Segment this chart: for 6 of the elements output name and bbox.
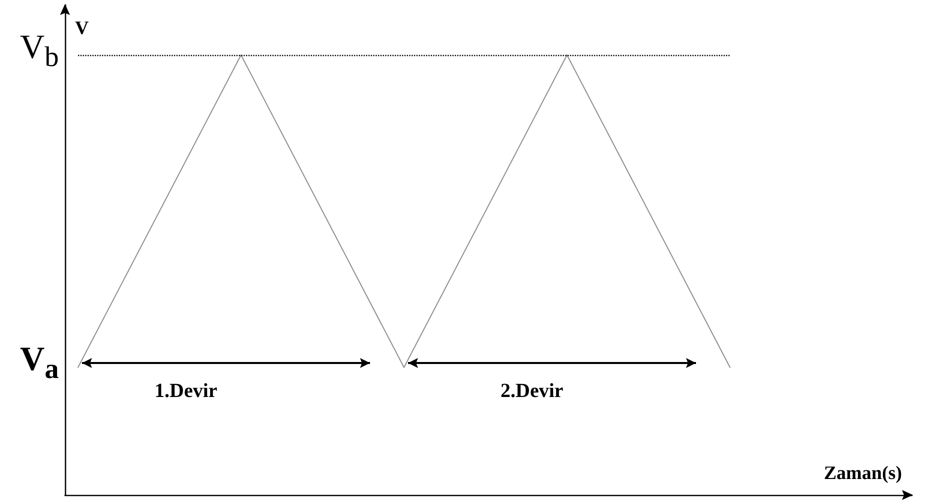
ref-line-label: V$_{b}$ <box>20 28 59 74</box>
x-axis-title: Zaman(s) <box>824 463 902 484</box>
annotation: 1.Devir <box>154 380 218 403</box>
text: V$_{a}$ <box>20 340 59 386</box>
y-axis-title: V <box>75 18 89 39</box>
annotation: 2.Devir <box>500 380 564 403</box>
